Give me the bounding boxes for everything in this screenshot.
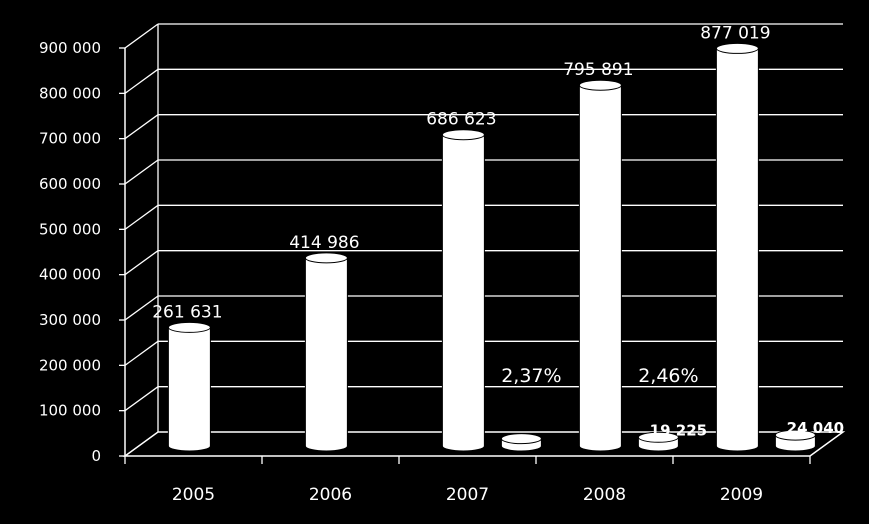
data-label: 795 891 bbox=[563, 60, 633, 80]
y-tick-label: 500 000 bbox=[39, 220, 101, 238]
data-labels: 261 631 414 986 686 623 795 891 19 225 877 01… bbox=[152, 23, 844, 439]
x-tick-labels: 2005 2006 2007 2008 2009 bbox=[172, 485, 763, 505]
bar bbox=[167, 321, 211, 452]
bar bbox=[578, 79, 622, 452]
bar bbox=[715, 42, 759, 452]
bar bbox=[637, 431, 679, 452]
x-tick-label: 2008 bbox=[583, 485, 626, 505]
axes bbox=[119, 24, 846, 464]
bars bbox=[167, 42, 816, 452]
x-axis-floor bbox=[122, 431, 846, 457]
gridline-depth bbox=[124, 340, 159, 366]
gridline-depth bbox=[124, 386, 159, 412]
annotation: 2,37% bbox=[501, 365, 561, 387]
annotation: 2,46% bbox=[638, 365, 698, 387]
x-tick-label: 2005 bbox=[172, 485, 215, 505]
bar bbox=[304, 252, 348, 452]
data-label: 877 019 bbox=[700, 23, 770, 43]
annotations: 2,37% 2,46% bbox=[501, 365, 698, 387]
y-tick-label: 0 bbox=[91, 447, 101, 465]
y-tick-label: 300 000 bbox=[39, 311, 101, 329]
y-tick-label: 800 000 bbox=[39, 84, 101, 102]
data-label: 24 040 bbox=[787, 419, 844, 437]
y-tick-label: 700 000 bbox=[39, 130, 101, 148]
gridline-depth bbox=[124, 295, 159, 321]
data-label: 19 225 bbox=[650, 421, 707, 439]
y-tick-labels: 0 100 000 200 000 300 000 400 000 500 000 600 … bbox=[39, 39, 101, 465]
gridline-depth bbox=[124, 23, 159, 49]
gridline-depth bbox=[124, 114, 159, 140]
x-tick-label: 2009 bbox=[720, 485, 763, 505]
bar bbox=[774, 429, 816, 452]
gridline-depth bbox=[124, 250, 159, 276]
y-tick-label: 600 000 bbox=[39, 175, 101, 193]
y-tick-label: 400 000 bbox=[39, 266, 101, 284]
x-tick-label: 2007 bbox=[446, 485, 489, 505]
bar bbox=[500, 433, 542, 452]
data-label: 414 986 bbox=[289, 233, 359, 253]
x-tick-label: 2006 bbox=[309, 485, 352, 505]
data-label: 261 631 bbox=[152, 302, 222, 322]
gridline-depth bbox=[124, 68, 159, 94]
gridline-depth bbox=[124, 159, 159, 185]
gridline-depth bbox=[124, 204, 159, 230]
y-tick-label: 900 000 bbox=[39, 39, 101, 57]
data-label: 686 623 bbox=[426, 110, 496, 130]
y-tick-label: 100 000 bbox=[39, 402, 101, 420]
bar bbox=[441, 129, 485, 452]
y-tick-label: 200 000 bbox=[39, 356, 101, 374]
